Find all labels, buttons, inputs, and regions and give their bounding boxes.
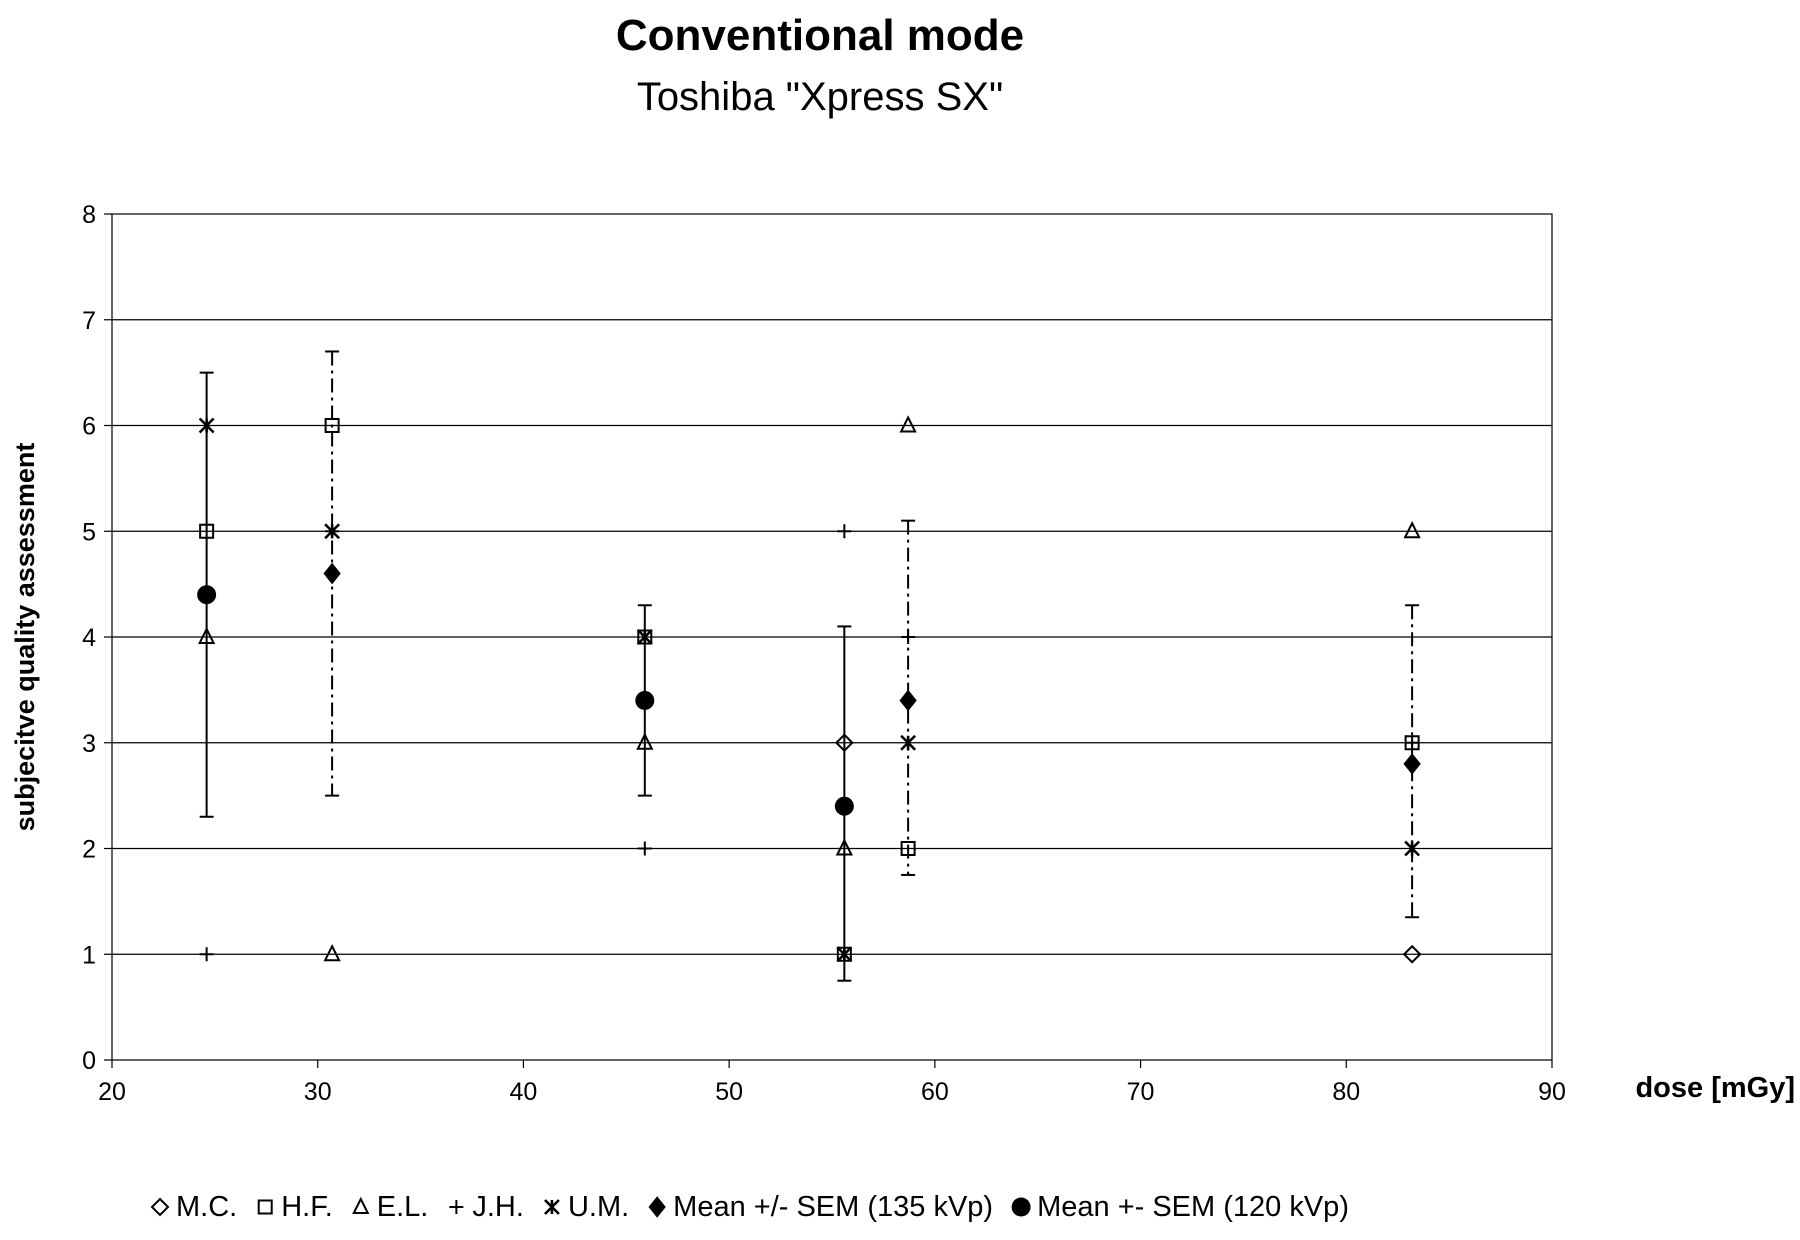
data-markers [197, 415, 1422, 964]
legend-marker [150, 1197, 170, 1217]
x-tick-label: 20 [98, 1078, 126, 1106]
data-point [837, 524, 852, 539]
data-point [899, 689, 917, 712]
y-axis-label: subjecitve quality assessment [10, 443, 40, 832]
data-point [1404, 840, 1421, 857]
data-point [323, 944, 341, 962]
legend-label: U.M. [568, 1191, 629, 1223]
legend-label: H.F. [281, 1191, 333, 1223]
x-tick-label: 70 [1127, 1078, 1155, 1106]
x-tick-label: 30 [304, 1078, 332, 1106]
legend-marker [1011, 1197, 1031, 1217]
data-point [834, 796, 854, 816]
data-point [197, 585, 217, 605]
legend-marker [257, 1199, 273, 1215]
x-tick-label: 40 [510, 1078, 538, 1106]
data-point [198, 417, 215, 434]
x-tick-label: 60 [921, 1078, 949, 1106]
data-point [636, 732, 654, 750]
x-tick-label: 80 [1332, 1078, 1360, 1106]
data-point [199, 947, 214, 962]
data-point [198, 626, 216, 644]
data-point [836, 946, 853, 963]
data-point [901, 630, 916, 644]
data-point [835, 838, 853, 856]
legend-marker [648, 1196, 666, 1218]
data-point [900, 841, 916, 856]
y-tick-label: 1 [82, 941, 96, 969]
y-tick-label: 3 [82, 730, 96, 758]
data-point [199, 523, 215, 539]
x-tick-labels: 20 30 40 50 60 70 80 90 [98, 1060, 1566, 1106]
y-tick-label: 6 [82, 413, 96, 441]
gridlines [112, 319, 1552, 955]
data-point [1403, 521, 1421, 539]
y-tick-label: 5 [82, 518, 96, 546]
legend-marker [352, 1196, 370, 1214]
y-tick-label: 2 [82, 836, 96, 864]
x-tick-label: 50 [715, 1078, 743, 1106]
y-tick-label: 7 [82, 307, 96, 335]
data-point [324, 418, 340, 433]
data-point [1403, 753, 1421, 775]
y-tick-labels: 0 1 2 3 4 5 6 7 8 [82, 201, 112, 1075]
data-point [1405, 735, 1420, 750]
data-point [635, 690, 655, 710]
legend-marker [544, 1199, 560, 1215]
error-bars [199, 350, 1420, 982]
chart-subtitle: Toshiba "Xpress SX" [637, 75, 1003, 119]
data-point [324, 523, 341, 540]
chart-title: Conventional mode [616, 11, 1024, 60]
legend-label: M.C. [176, 1191, 237, 1223]
legend-label: Mean +/- SEM (135 kVp) [673, 1191, 993, 1223]
legend-label: E.L. [377, 1191, 429, 1223]
x-axis-label: dose [mGy] [1635, 1072, 1795, 1104]
data-point [637, 841, 652, 856]
y-tick-label: 0 [82, 1047, 96, 1075]
data-point [900, 734, 917, 751]
y-tick-label: 8 [82, 201, 96, 229]
y-tick-label: 4 [82, 624, 96, 652]
data-point [323, 562, 341, 585]
data-point [834, 733, 854, 753]
x-tick-label: 90 [1538, 1078, 1566, 1106]
legend-marker [449, 1200, 464, 1214]
legend-label: Mean +- SEM (120 kVp) [1037, 1191, 1349, 1223]
legend: M.C. H.F. E.L. J.H. U.M. Mean +/- SEM (135 kV… [150, 1191, 1349, 1223]
data-point [1402, 944, 1422, 964]
data-point [636, 629, 653, 645]
legend-label: J.H. [472, 1191, 524, 1223]
data-point [899, 415, 917, 433]
